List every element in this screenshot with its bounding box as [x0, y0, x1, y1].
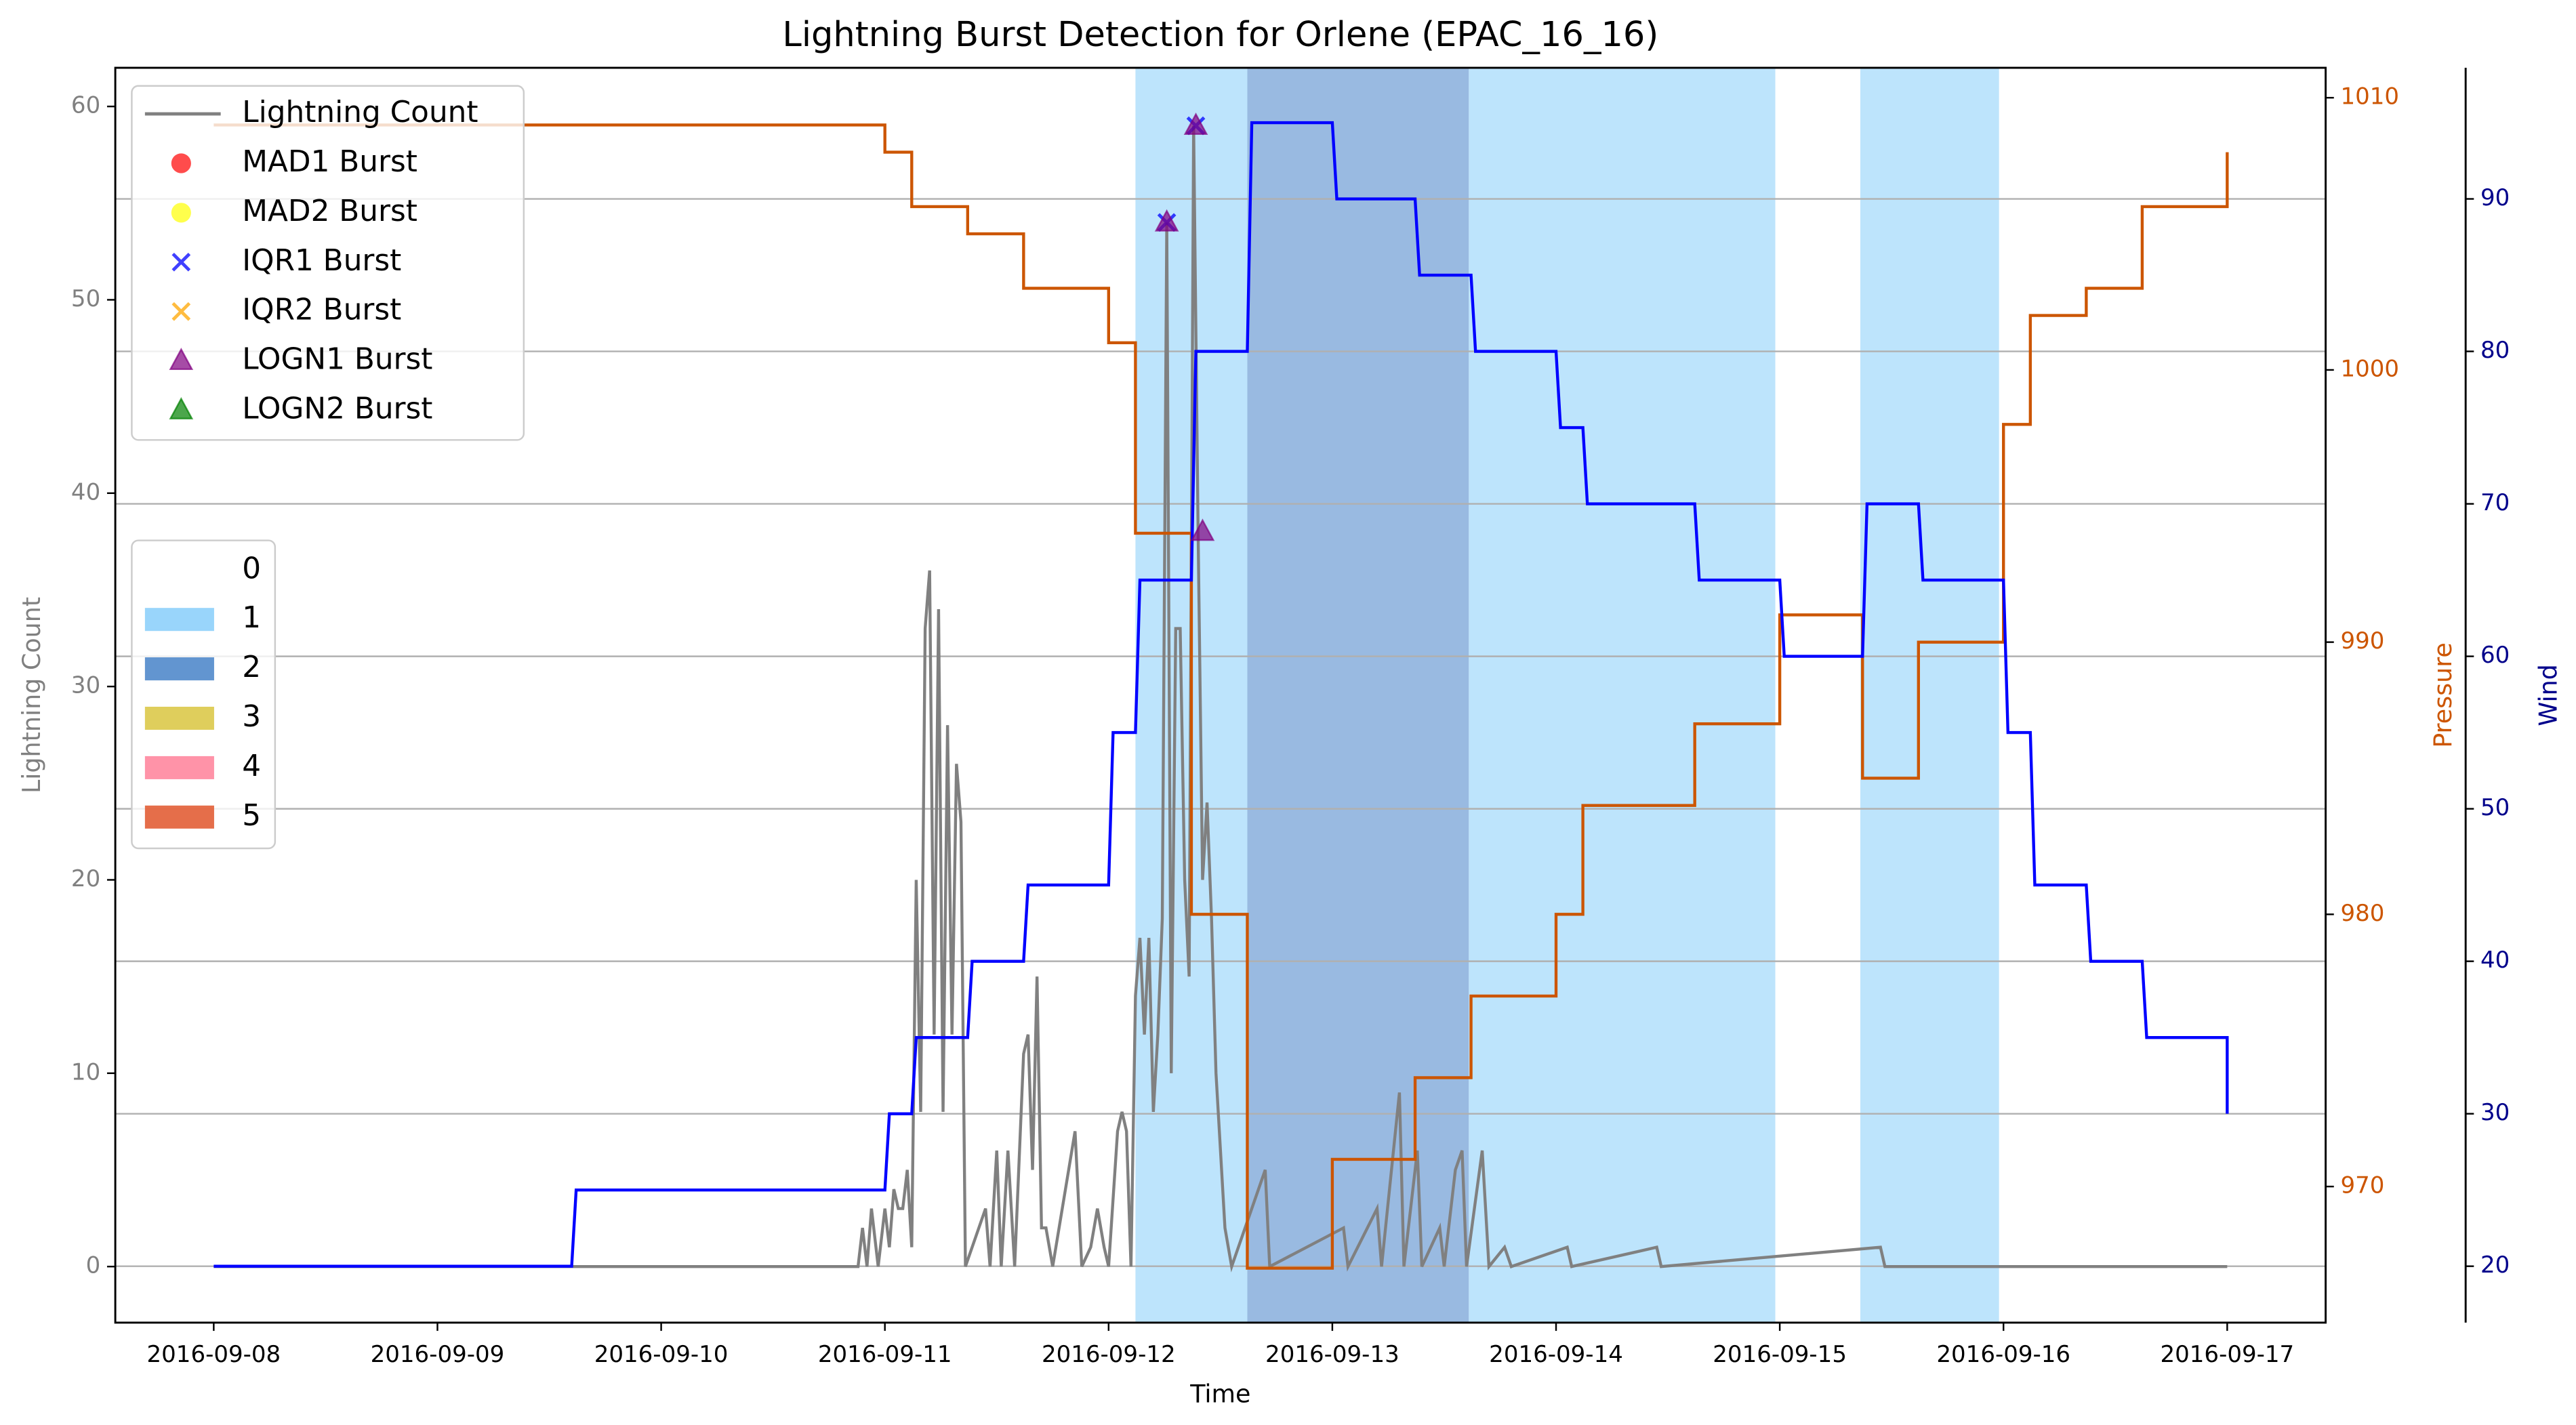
- series-line: [213, 123, 2229, 1270]
- x-axis-label: Time: [1189, 1379, 1250, 1408]
- legend-label: MAD1 Burst: [242, 144, 417, 179]
- y-tick-label: 60: [71, 92, 100, 119]
- x-tick-label: 2016-09-08: [147, 1341, 281, 1368]
- y2-tick-label: 970: [2340, 1172, 2384, 1199]
- category-shading: [1247, 68, 1469, 1323]
- legend-label: 4: [242, 749, 261, 783]
- y3-tick-label: 40: [2480, 947, 2510, 974]
- series-line: [213, 125, 2228, 1273]
- series-line: [213, 121, 2229, 1268]
- legend-label: IQR1 Burst: [242, 243, 401, 278]
- y-tick-label: 20: [71, 865, 100, 892]
- y3-tick-label: 60: [2480, 642, 2510, 669]
- legend-marker: [171, 153, 191, 173]
- legend-patch: [144, 657, 214, 681]
- legend-patch: [144, 608, 214, 632]
- legend-label: LOGN2 Burst: [242, 392, 432, 426]
- legend-label: 5: [242, 798, 261, 833]
- x-tick-label: 2016-09-15: [1713, 1341, 1847, 1368]
- x-tick-label: 2016-09-09: [371, 1341, 505, 1368]
- x-tick-label: 2016-09-10: [594, 1341, 729, 1368]
- burst-marker: [1190, 518, 1215, 541]
- y-tick-label: 10: [71, 1058, 100, 1086]
- y3-tick-label: 70: [2480, 489, 2510, 516]
- y2-tick-label: 980: [2340, 900, 2384, 927]
- legend-marker: [171, 203, 191, 223]
- y3-tick-label: 30: [2480, 1099, 2510, 1126]
- burst-marker: [1183, 112, 1208, 136]
- y-tick-label: 50: [71, 285, 100, 312]
- legend-label: 2: [242, 650, 261, 684]
- legend-label: MAD2 Burst: [242, 194, 417, 228]
- y2-axis-label: Pressure: [2428, 642, 2457, 748]
- y3-tick-label: 80: [2480, 337, 2510, 364]
- y2-tick-label: 1000: [2340, 355, 2399, 382]
- y3-axis-label: Wind: [2534, 664, 2563, 726]
- legend-patch: [144, 805, 214, 829]
- y-axis-label: Lightning Count: [17, 597, 46, 793]
- x-tick-label: 2016-09-13: [1265, 1341, 1399, 1368]
- y3-tick-label: 50: [2480, 794, 2510, 821]
- plot-frame: [114, 66, 2327, 1324]
- y-tick-label: 30: [71, 672, 100, 699]
- legend-label: LOGN1 Burst: [242, 342, 432, 377]
- y2-tick-label: 990: [2340, 627, 2384, 655]
- legend-label: 0: [242, 551, 261, 585]
- legend-label: 1: [242, 600, 261, 635]
- y-tick-label: 40: [71, 478, 100, 505]
- legend-marker: [171, 302, 191, 321]
- legend-patch: [144, 706, 214, 730]
- category-shading: [1469, 68, 1776, 1323]
- legend-marker: [169, 396, 194, 419]
- y-tick-label: 0: [86, 1252, 101, 1279]
- x-tick-label: 2016-09-17: [2161, 1341, 2295, 1368]
- legend-label: Lightning Count: [242, 95, 478, 129]
- x-tick-label: 2016-09-14: [1489, 1341, 1623, 1368]
- legend-patch: [144, 558, 214, 582]
- chart-title: Lightning Burst Detection for Orlene (EP…: [782, 15, 1658, 55]
- legend-label: IQR2 Burst: [242, 293, 401, 327]
- y3-tick-label: 20: [2480, 1252, 2510, 1279]
- legend-label: 3: [242, 699, 261, 734]
- x-tick-label: 2016-09-11: [818, 1341, 952, 1368]
- legend-marker: [171, 252, 191, 272]
- y2-tick-label: 1010: [2340, 83, 2399, 110]
- category-shading: [1860, 68, 1999, 1323]
- legend-box: [131, 85, 525, 441]
- y3-tick-label: 90: [2480, 184, 2510, 211]
- legend-patch: [144, 756, 214, 779]
- legend-marker: [169, 348, 194, 370]
- x-tick-label: 2016-09-16: [1936, 1341, 2070, 1368]
- x-tick-label: 2016-09-12: [1042, 1341, 1176, 1368]
- burst-marker: [1154, 209, 1179, 232]
